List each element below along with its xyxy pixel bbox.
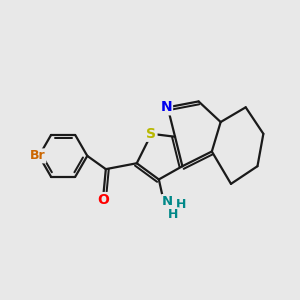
Text: H: H: [168, 208, 179, 221]
Text: N: N: [162, 195, 173, 208]
Text: O: O: [97, 193, 109, 207]
Text: H: H: [176, 198, 186, 211]
Text: N: N: [160, 100, 172, 114]
Text: Br: Br: [30, 149, 45, 162]
Text: S: S: [146, 127, 157, 141]
